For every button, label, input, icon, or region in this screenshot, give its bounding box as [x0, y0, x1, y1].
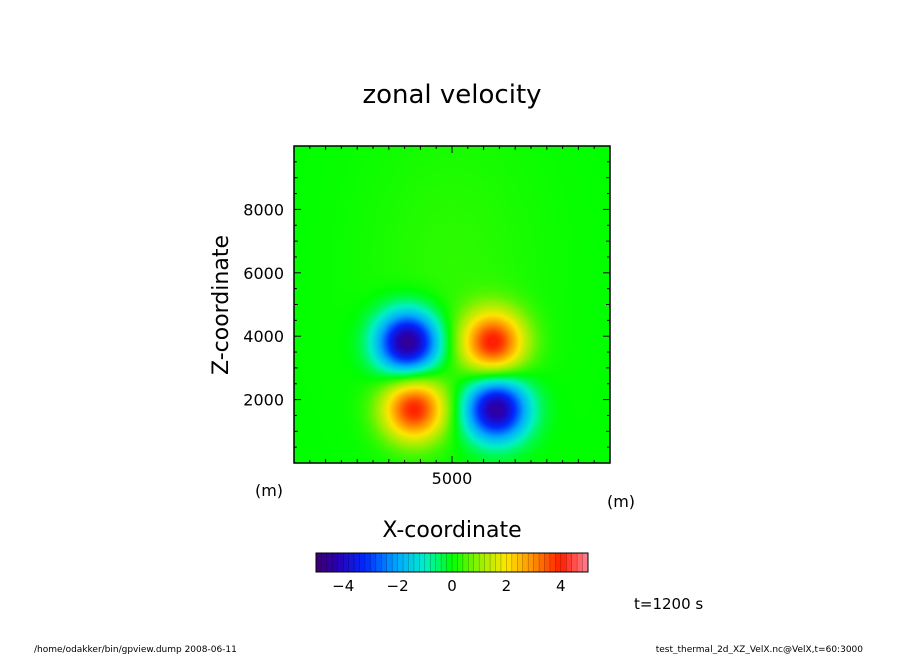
- colorbar-cell: [560, 553, 567, 572]
- footer-right: test_thermal_2d_XZ_VelX.nc@VelX,t=60:300…: [656, 645, 864, 654]
- colorbar-cell: [522, 553, 529, 572]
- x-axis-label: X-coordinate: [382, 518, 521, 543]
- colorbar-tick-label: 0: [447, 577, 457, 595]
- y-axis-label: Z-coordinate: [209, 235, 234, 375]
- colorbar-cell: [408, 553, 415, 572]
- x-axis-unit: (m): [607, 492, 635, 511]
- chart-title: zonal velocity: [362, 80, 541, 110]
- colorbar-cell: [544, 553, 551, 572]
- colorbar-cell: [392, 553, 398, 572]
- footer-left: /home/odakker/bin/gpview.dump 2008-06-11: [34, 645, 237, 654]
- colorbar-cell: [359, 553, 366, 572]
- y-tick-label: 4000: [243, 327, 284, 346]
- colorbar: −4 −2 0 2 4: [315, 552, 589, 595]
- colorbar-cell: [577, 553, 583, 572]
- colorbar-cell: [495, 553, 502, 572]
- colorbar-cell: [582, 553, 589, 572]
- colorbar-cell: [343, 553, 350, 572]
- plot-area: [293, 145, 611, 464]
- colorbar-cell: [430, 553, 437, 572]
- y-tick-label: 8000: [243, 200, 284, 219]
- colorbar-tick-label: −2: [387, 577, 409, 595]
- colorbar-tick-label: 2: [502, 577, 512, 595]
- x-tick-label: 5000: [432, 469, 473, 488]
- colorbar-cell: [511, 553, 518, 572]
- colorbar-frame: [315, 552, 589, 573]
- colorbar-cell: [457, 553, 464, 572]
- colorbar-cell: [506, 553, 513, 572]
- time-annotation: t=1200 s: [634, 595, 703, 613]
- major-ticks: [294, 146, 610, 463]
- colorbar-cell: [348, 553, 355, 572]
- colorbar-cell: [528, 553, 534, 572]
- colorbar-cell: [364, 553, 371, 572]
- y-tick-label: 6000: [243, 264, 284, 283]
- y-tick-label: 2000: [243, 391, 284, 410]
- colorbar-cell: [337, 553, 344, 572]
- heatmap-field: [294, 146, 610, 463]
- colorbar-cell: [332, 553, 339, 572]
- colorbar-cell: [452, 553, 458, 572]
- colorbar-cell: [370, 553, 377, 572]
- colorbar-cell: [397, 553, 404, 572]
- colorbar-cells: [315, 553, 589, 572]
- colorbar-cell: [571, 553, 578, 572]
- colorbar-cell: [533, 553, 540, 572]
- y-tick-labels: 2000 4000 6000 8000: [243, 200, 284, 409]
- colorbar-cell: [484, 553, 491, 572]
- colorbar-cell: [321, 553, 328, 572]
- minor-ticks: [294, 146, 610, 463]
- colorbar-cell: [473, 553, 480, 572]
- colorbar-cell: [354, 553, 360, 572]
- colorbar-cell: [441, 553, 447, 572]
- colorbar-cell: [386, 553, 393, 572]
- colorbar-tick-label: 4: [556, 577, 566, 595]
- colorbar-cell: [555, 553, 562, 572]
- colorbar-cell: [490, 553, 496, 572]
- colorbar-cell: [479, 553, 486, 572]
- colorbar-cell: [539, 553, 545, 572]
- colorbar-cell: [375, 553, 382, 572]
- y-axis-unit: (m): [255, 481, 283, 500]
- colorbar-cell: [462, 553, 469, 572]
- colorbar-cell: [413, 553, 420, 572]
- colorbar-cell: [316, 553, 322, 572]
- colorbar-tick-label: −4: [332, 577, 354, 595]
- colorbar-cell: [566, 553, 573, 572]
- colorbar-cell: [435, 553, 442, 572]
- x-tick-labels: 5000: [432, 469, 473, 488]
- colorbar-cell: [517, 553, 524, 572]
- colorbar-cell: [419, 553, 426, 572]
- colorbar-cell: [549, 553, 556, 572]
- colorbar-cell: [500, 553, 507, 572]
- colorbar-cell: [424, 553, 431, 572]
- colorbar-cell: [403, 553, 409, 572]
- colorbar-cell: [446, 553, 453, 572]
- colorbar-cell: [468, 553, 475, 572]
- colorbar-cell: [326, 553, 333, 572]
- colorbar-tick-labels: −4 −2 0 2 4: [332, 577, 565, 595]
- colorbar-cell: [381, 553, 388, 572]
